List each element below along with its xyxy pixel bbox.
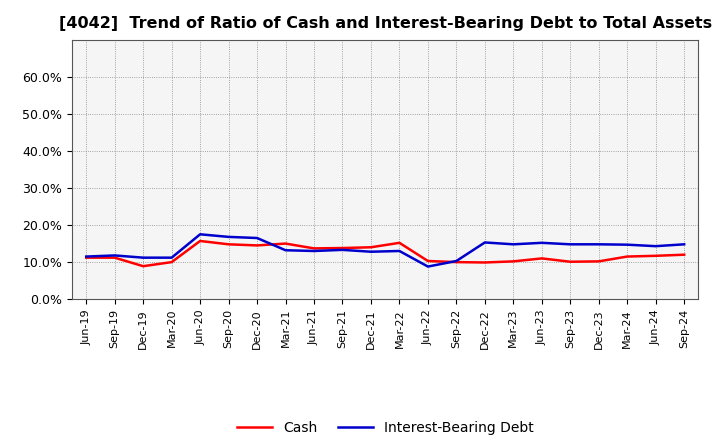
Interest-Bearing Debt [652,243,660,249]
Interest-Bearing Debt [338,247,347,253]
Interest-Bearing Debt [623,242,631,247]
Interest-Bearing Debt [139,255,148,260]
Interest-Bearing Debt [310,248,318,253]
Cash [253,243,261,248]
Cash [139,264,148,269]
Cash [680,252,688,257]
Interest-Bearing Debt [110,253,119,258]
Interest-Bearing Debt [282,248,290,253]
Legend: Cash, Interest-Bearing Debt: Cash, Interest-Bearing Debt [231,415,539,440]
Interest-Bearing Debt [82,254,91,259]
Interest-Bearing Debt [480,240,489,245]
Cash [537,256,546,261]
Cash [225,242,233,247]
Interest-Bearing Debt [595,242,603,247]
Cash [366,245,375,250]
Cash [480,260,489,265]
Interest-Bearing Debt [253,235,261,241]
Cash [282,241,290,246]
Cash [623,254,631,259]
Interest-Bearing Debt [366,249,375,254]
Cash [310,246,318,251]
Interest-Bearing Debt [680,242,688,247]
Cash [652,253,660,258]
Cash [167,260,176,265]
Cash [110,255,119,260]
Interest-Bearing Debt [566,242,575,247]
Cash [338,246,347,251]
Interest-Bearing Debt [225,234,233,239]
Cash [82,255,91,260]
Interest-Bearing Debt [452,258,461,264]
Cash [452,260,461,265]
Cash [395,240,404,246]
Interest-Bearing Debt [509,242,518,247]
Interest-Bearing Debt [423,264,432,269]
Cash [595,259,603,264]
Title: [4042]  Trend of Ratio of Cash and Interest-Bearing Debt to Total Assets: [4042] Trend of Ratio of Cash and Intere… [58,16,712,32]
Cash [196,238,204,244]
Line: Interest-Bearing Debt: Interest-Bearing Debt [86,234,684,267]
Interest-Bearing Debt [167,255,176,260]
Interest-Bearing Debt [395,248,404,253]
Cash [566,259,575,264]
Line: Cash: Cash [86,241,684,266]
Cash [423,258,432,264]
Interest-Bearing Debt [537,240,546,246]
Interest-Bearing Debt [196,231,204,237]
Cash [509,259,518,264]
